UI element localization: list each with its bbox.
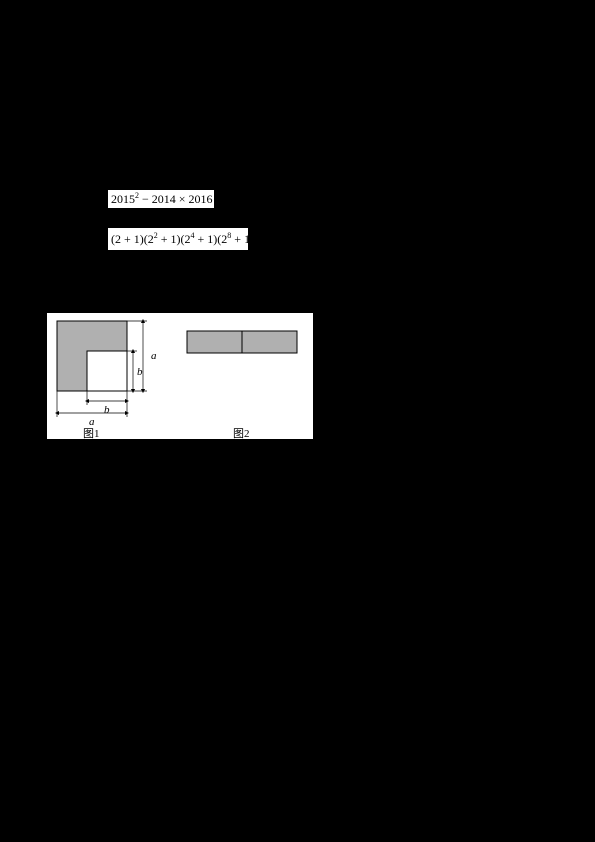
label-b-h: b xyxy=(104,404,110,416)
formula-2-text: (2 + 1)(22 + 1)(24 + 1)(28 + 1) xyxy=(111,232,254,246)
diagram-svg: a b b a 图1 图2 xyxy=(47,313,313,439)
label-b-v: b xyxy=(137,366,143,378)
formula-1: 20152 − 2014 × 2016 xyxy=(108,190,214,208)
label-a-v: a xyxy=(151,350,157,362)
formula-2: (2 + 1)(22 + 1)(24 + 1)(28 + 1) xyxy=(108,228,248,250)
fig2-label: 图2 xyxy=(233,427,250,439)
fig1-label: 图1 xyxy=(83,427,100,439)
geometry-diagram: a b b a 图1 图2 xyxy=(46,312,314,440)
label-a-h: a xyxy=(89,416,95,428)
fig1-cutout xyxy=(87,351,127,391)
formula-1-text: 20152 − 2014 × 2016 xyxy=(111,192,213,206)
